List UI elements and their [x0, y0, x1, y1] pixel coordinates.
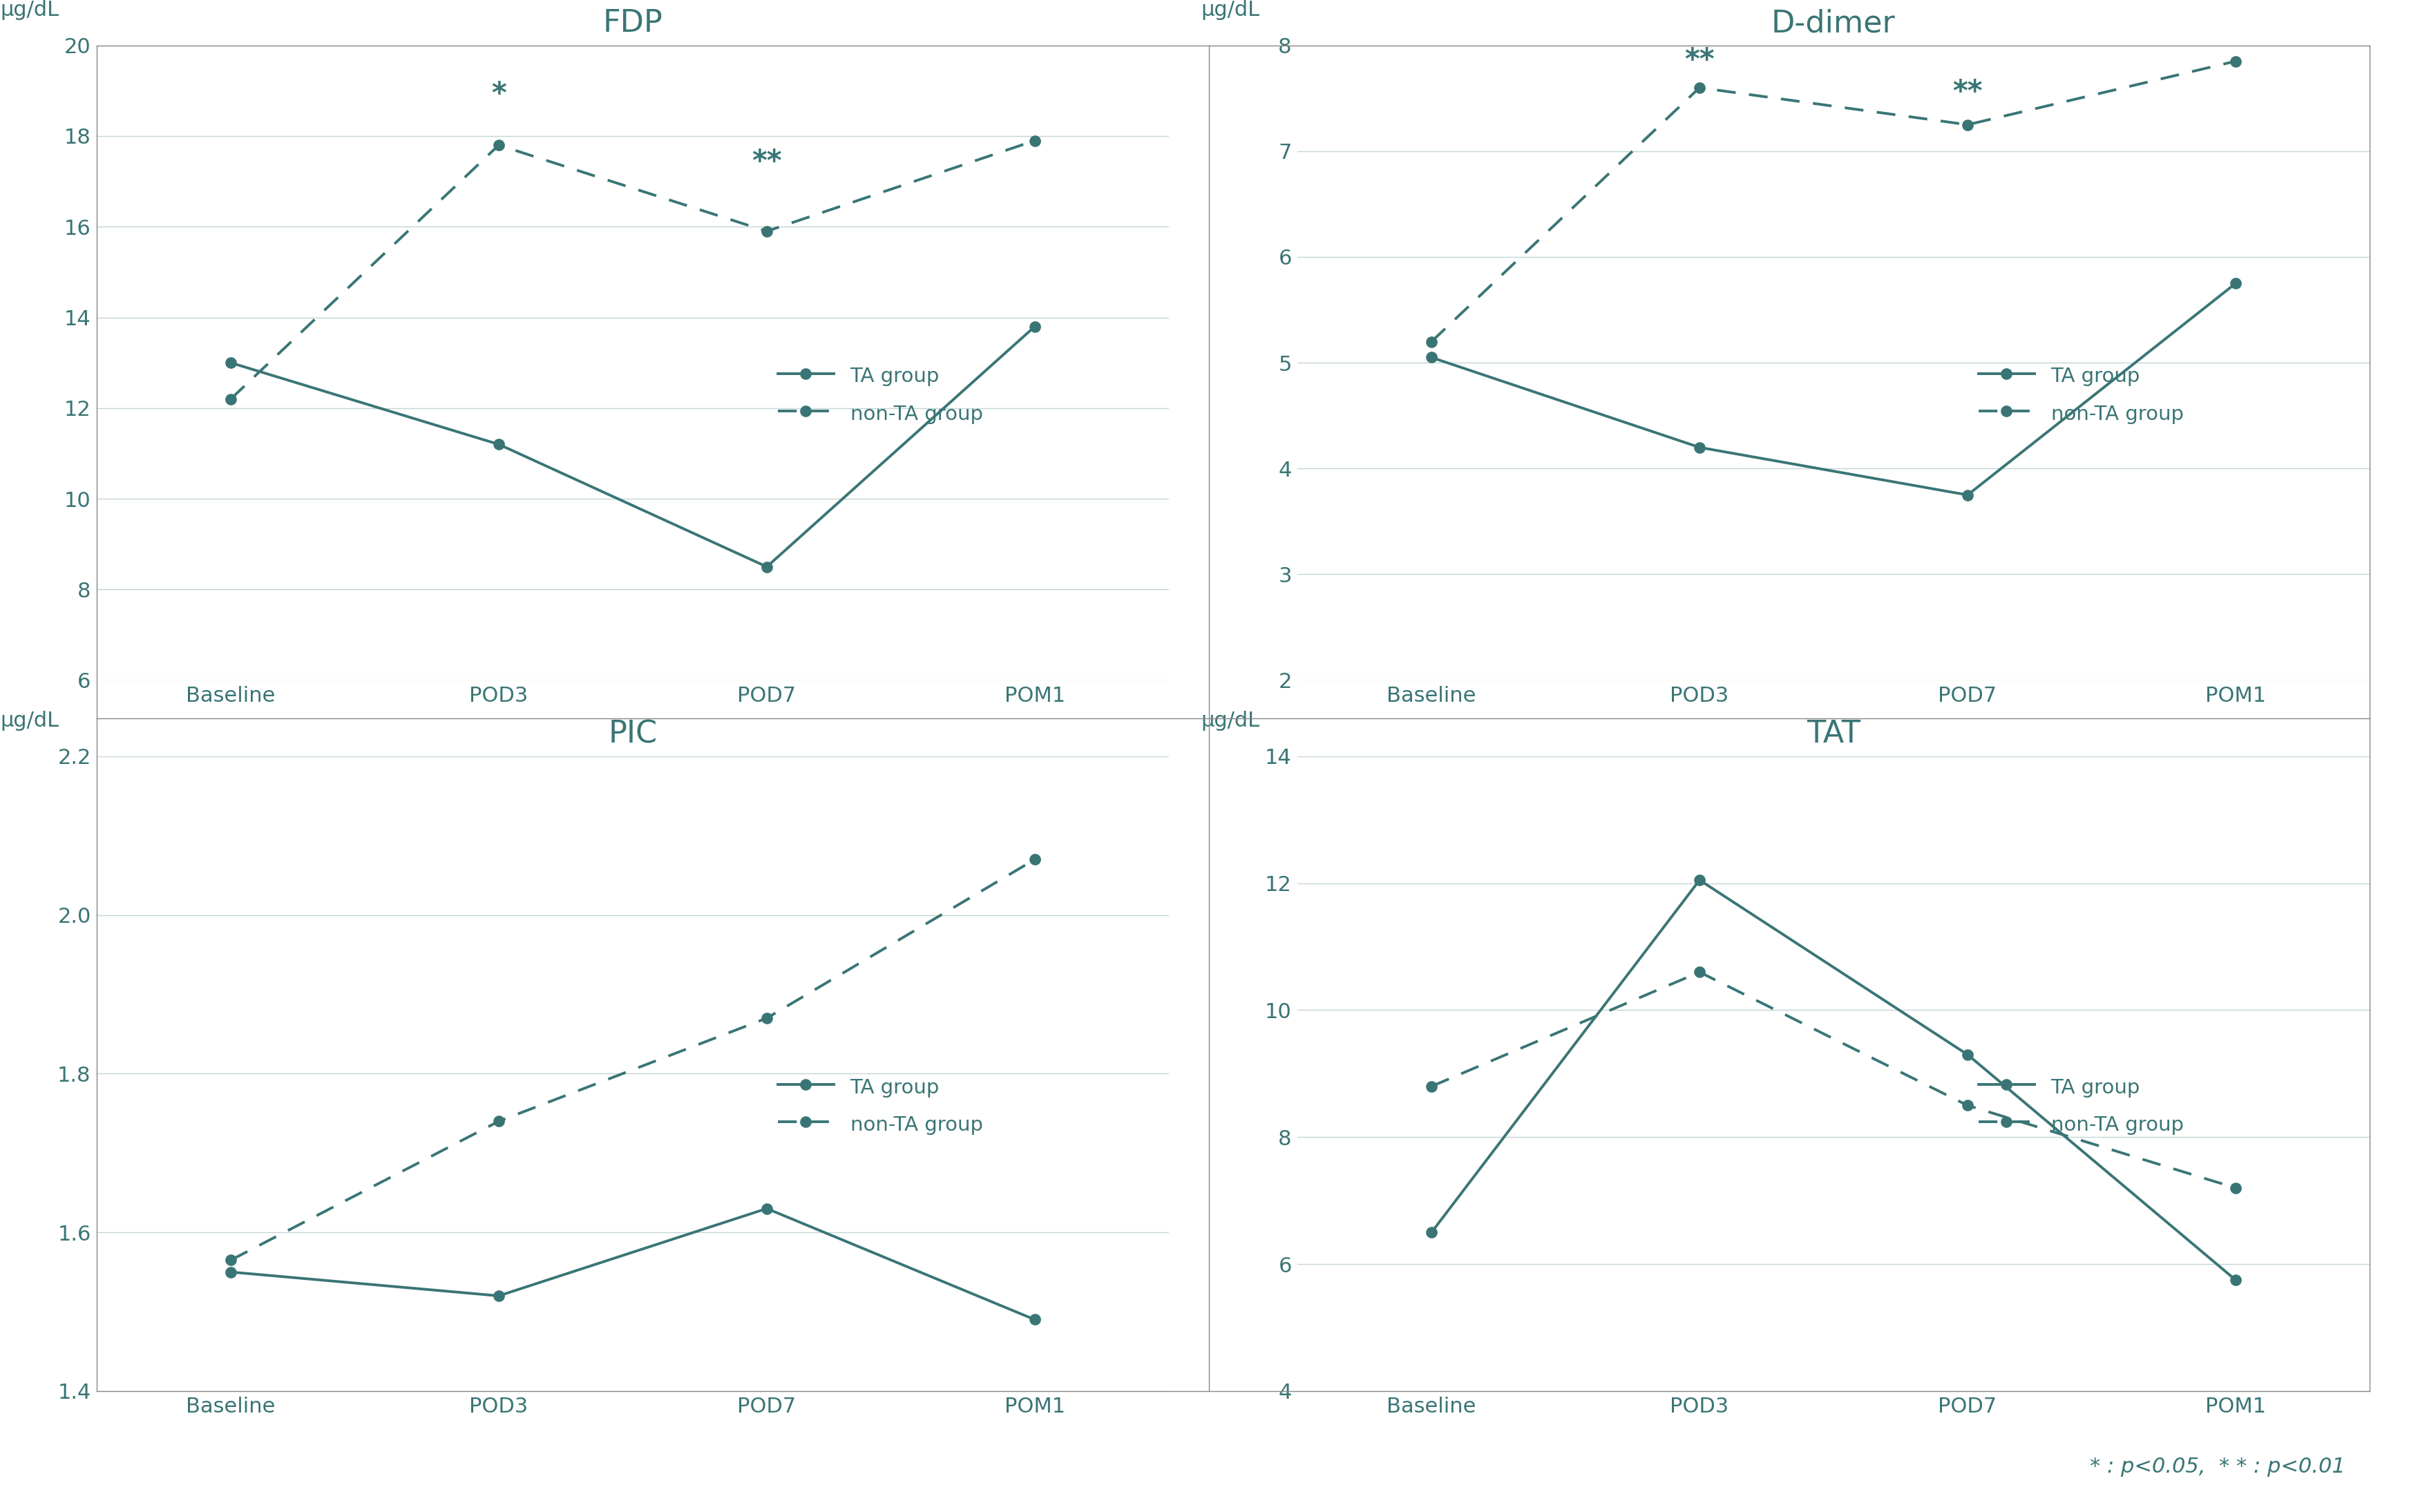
- non-TA group: [1417, 333, 1446, 351]
- Line: TA group: TA group: [1427, 875, 2241, 1285]
- TA group: [1954, 485, 1983, 503]
- TA group: [484, 1287, 513, 1305]
- Text: μg/dL: μg/dL: [0, 711, 58, 730]
- Line: non-TA group: non-TA group: [225, 135, 1040, 404]
- Text: **: **: [1685, 45, 1714, 76]
- non-TA group: [1954, 1096, 1983, 1114]
- non-TA group: [1020, 850, 1049, 868]
- Line: TA group: TA group: [225, 321, 1040, 572]
- Text: **: **: [1954, 77, 1983, 107]
- TA group: [2222, 1272, 2251, 1290]
- TA group: [752, 558, 781, 576]
- TA group: [1954, 1045, 1983, 1063]
- TA group: [1020, 318, 1049, 336]
- Legend: TA group, non-TA group: TA group, non-TA group: [771, 360, 989, 429]
- non-TA group: [215, 1250, 244, 1269]
- Legend: TA group, non-TA group: TA group, non-TA group: [1973, 360, 2191, 429]
- Title: PIC: PIC: [609, 720, 658, 748]
- non-TA group: [752, 1009, 781, 1027]
- non-TA group: [2222, 51, 2251, 70]
- non-TA group: [1020, 132, 1049, 150]
- non-TA group: [484, 136, 513, 154]
- TA group: [1417, 348, 1446, 366]
- Line: non-TA group: non-TA group: [1427, 966, 2241, 1193]
- Title: D-dimer: D-dimer: [1772, 9, 1896, 38]
- Text: *: *: [491, 80, 505, 109]
- Line: TA group: TA group: [1427, 278, 2241, 500]
- Legend: TA group, non-TA group: TA group, non-TA group: [1973, 1070, 2191, 1140]
- non-TA group: [2222, 1179, 2251, 1198]
- TA group: [752, 1199, 781, 1217]
- Line: non-TA group: non-TA group: [1427, 56, 2241, 346]
- Line: non-TA group: non-TA group: [225, 854, 1040, 1266]
- non-TA group: [1954, 115, 1983, 133]
- Text: μg/dL: μg/dL: [0, 0, 58, 20]
- Text: μg/dL: μg/dL: [1202, 711, 1260, 730]
- non-TA group: [1417, 1077, 1446, 1095]
- TA group: [1685, 871, 1714, 889]
- non-TA group: [752, 222, 781, 240]
- TA group: [1020, 1311, 1049, 1329]
- TA group: [215, 1263, 244, 1281]
- TA group: [2222, 274, 2251, 292]
- Line: TA group: TA group: [225, 1204, 1040, 1325]
- non-TA group: [1685, 963, 1714, 981]
- Legend: TA group, non-TA group: TA group, non-TA group: [771, 1070, 989, 1140]
- TA group: [215, 354, 244, 372]
- Text: * : p<0.05,  * * : p<0.01: * : p<0.05, * * : p<0.01: [2089, 1456, 2345, 1477]
- Title: TAT: TAT: [1806, 720, 1859, 748]
- Title: FDP: FDP: [602, 9, 663, 38]
- TA group: [1417, 1223, 1446, 1241]
- TA group: [1685, 438, 1714, 457]
- non-TA group: [484, 1113, 513, 1131]
- TA group: [484, 435, 513, 454]
- Text: **: **: [752, 148, 781, 177]
- Text: μg/dL: μg/dL: [1202, 0, 1260, 20]
- non-TA group: [1685, 79, 1714, 97]
- non-TA group: [215, 390, 244, 408]
